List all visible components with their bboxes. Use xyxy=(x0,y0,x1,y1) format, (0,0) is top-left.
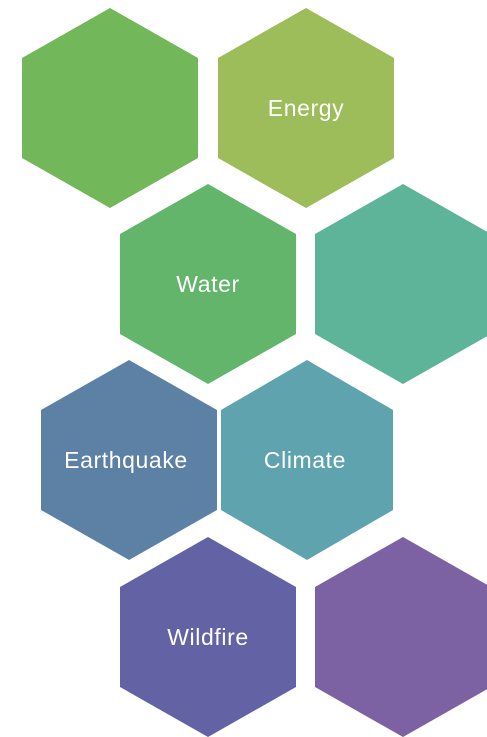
hex-7-shape xyxy=(120,537,296,737)
hex-2-shape xyxy=(218,8,394,208)
hex-3-shape xyxy=(120,184,296,384)
hex-6-shape xyxy=(221,360,393,560)
hex-2-label: Energy xyxy=(268,95,344,121)
hex-5-shape xyxy=(41,360,217,560)
hex-3: Water xyxy=(120,184,296,384)
hex-4 xyxy=(315,184,487,384)
hex-3-label: Water xyxy=(176,271,240,297)
hex-5: Earthquake xyxy=(41,360,217,560)
hex-2: Energy xyxy=(218,8,394,208)
hex-1 xyxy=(22,8,198,208)
hex-4-shape xyxy=(315,184,487,384)
hex-7: Wildfire xyxy=(120,537,296,737)
hex-6-label: Climate xyxy=(264,447,346,473)
hex-8 xyxy=(315,537,487,737)
hex-6: Climate xyxy=(221,360,393,560)
hexagon-layer: Energy Water Earthquake Climate Wildfire xyxy=(22,8,487,737)
hex-7-label: Wildfire xyxy=(167,624,248,650)
hex-1-shape xyxy=(22,8,198,208)
hex-5-label: Earthquake xyxy=(64,447,188,473)
hex-8-shape xyxy=(315,537,487,737)
